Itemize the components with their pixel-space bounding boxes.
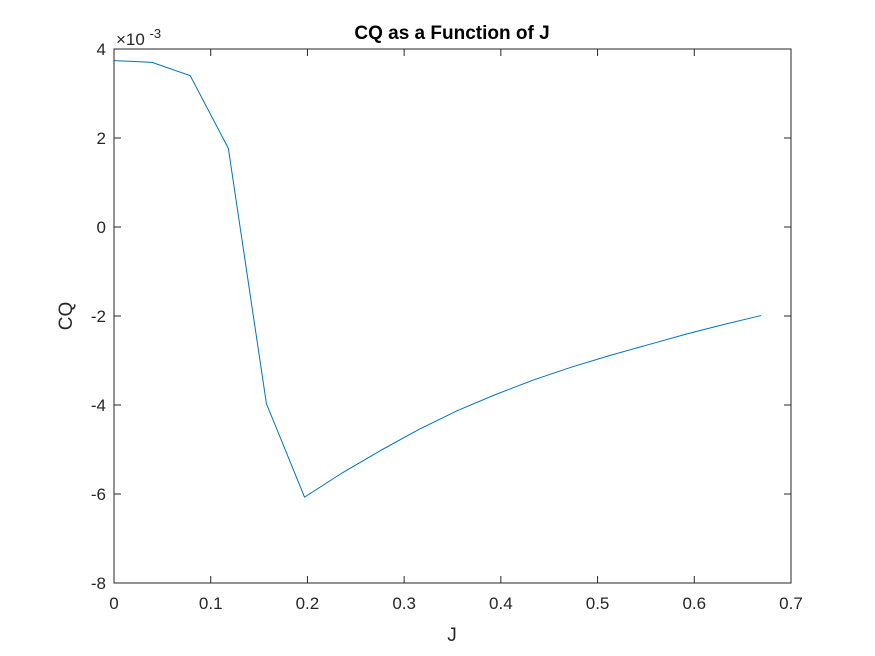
y-tick-label: -2 [91,307,106,326]
y-tick-label: 4 [97,40,106,59]
x-axis-label: J [447,625,457,646]
y-exponent-base: ×10 [116,30,145,49]
x-tick-label: 0.1 [199,594,223,613]
x-tick-label: 0 [109,594,118,613]
x-tick-label: 0.7 [779,594,803,613]
y-axis-label: CQ [56,302,77,331]
y-tick-label: 0 [97,218,106,237]
y-exponent-label: ×10 -3 [116,26,161,49]
x-tick-label: 0.2 [296,594,320,613]
y-tick-label: -8 [91,574,106,593]
plot-area [114,49,791,583]
chart-title: CQ as a Function of J [354,23,549,44]
series-line [113,60,762,498]
y-tick-label: 2 [97,129,106,148]
y-tick-label: -6 [91,485,106,504]
x-tick-label: 0.5 [586,594,610,613]
x-tick-label: 0.3 [392,594,416,613]
x-tick-label: 0.6 [682,594,706,613]
x-tick-label: 0.4 [489,594,513,613]
y-tick-label: -4 [91,396,106,415]
y-exponent-power: -3 [150,26,162,41]
axes-box [113,48,792,584]
